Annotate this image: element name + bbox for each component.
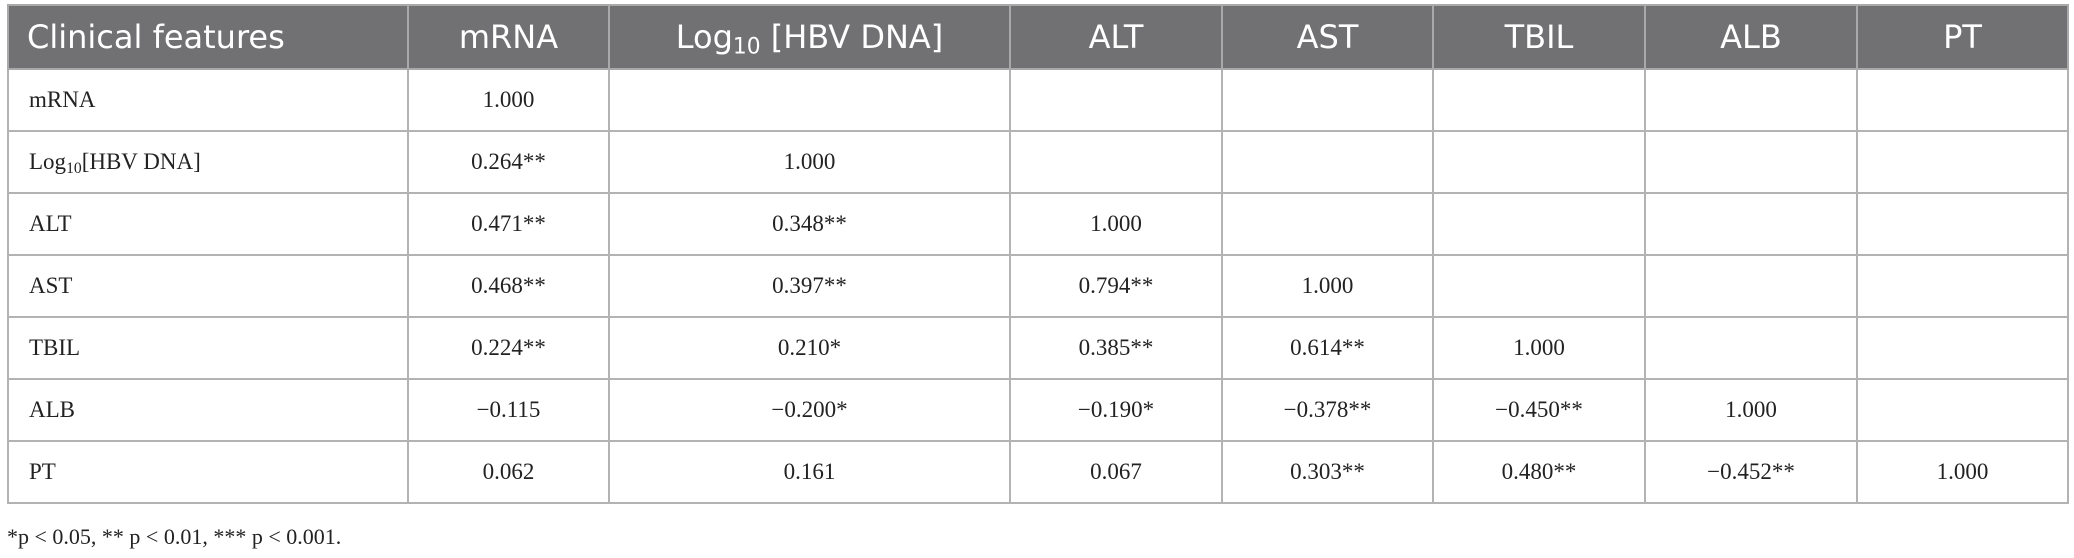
text-subscript: 10 <box>732 34 761 60</box>
text-base: Log <box>29 149 67 174</box>
table-cell <box>1644 254 1858 318</box>
table-cell: 0.471** <box>407 192 610 256</box>
table-cell: 0.062 <box>407 440 610 504</box>
table-cell <box>1432 130 1646 194</box>
table-cell: −0.378** <box>1221 378 1434 442</box>
table-cell <box>1221 192 1434 256</box>
table-body: mRNA 1.000 Log10[HBV DNA] 0.264** 1.000 ALT 0.… <box>7 68 2069 504</box>
table-cell: 0.264** <box>407 130 610 194</box>
table-row: ALB −0.115 −0.200* −0.190* −0.378** −0.450** 1… <box>7 378 2069 442</box>
table-row: PT 0.062 0.161 0.067 0.303** 0.480** −0.452** 1… <box>7 440 2069 504</box>
table-row: Log10[HBV DNA] 0.264** 1.000 <box>7 130 2069 194</box>
table-cell: −0.452** <box>1644 440 1858 504</box>
table-cell <box>1432 192 1646 256</box>
table-cell: 1.000 <box>1009 192 1223 256</box>
column-header: mRNA <box>407 4 610 70</box>
table-cell <box>1009 130 1223 194</box>
table-cell: 0.385** <box>1009 316 1223 380</box>
column-header: ALB <box>1644 4 1858 70</box>
text-suffix: [HBV DNA] <box>81 149 201 174</box>
table-cell: −0.190* <box>1009 378 1223 442</box>
table-cell: 1.000 <box>1221 254 1434 318</box>
table-cell: 0.397** <box>608 254 1011 318</box>
row-label: ALT <box>7 192 409 256</box>
row-label: ALB <box>7 378 409 442</box>
table-cell <box>1856 192 2069 256</box>
table-cell <box>608 68 1011 132</box>
table-cell <box>1856 254 2069 318</box>
table-cell <box>1856 378 2069 442</box>
table-cell <box>1221 68 1434 132</box>
table-cell: 0.794** <box>1009 254 1223 318</box>
table-cell <box>1856 316 2069 380</box>
row-label: AST <box>7 254 409 318</box>
table-cell: 1.000 <box>608 130 1011 194</box>
table-cell <box>1432 68 1646 132</box>
text-base: Log <box>675 18 733 56</box>
text-suffix: [HBV DNA] <box>760 18 944 56</box>
table-cell: 0.224** <box>407 316 610 380</box>
table-cell: 1.000 <box>1644 378 1858 442</box>
table-cell <box>1009 68 1223 132</box>
table-cell <box>1432 254 1646 318</box>
column-header: Clinical features <box>7 4 409 70</box>
table-cell: 0.614** <box>1221 316 1434 380</box>
column-header: ALT <box>1009 4 1223 70</box>
column-header: AST <box>1221 4 1434 70</box>
table-cell <box>1221 130 1434 194</box>
table-cell <box>1644 130 1858 194</box>
table-cell: −0.200* <box>608 378 1011 442</box>
table-cell <box>1856 130 2069 194</box>
table-cell: 1.000 <box>1856 440 2069 504</box>
table-cell: 0.067 <box>1009 440 1223 504</box>
table-cell: −0.115 <box>407 378 610 442</box>
table-cell: 0.348** <box>608 192 1011 256</box>
text-subscript: 10 <box>66 159 82 177</box>
table-cell <box>1644 192 1858 256</box>
table-row: ALT 0.471** 0.348** 1.000 <box>7 192 2069 256</box>
table-cell: −0.450** <box>1432 378 1646 442</box>
table-row: TBIL 0.224** 0.210* 0.385** 0.614** 1.000 <box>7 316 2069 380</box>
table-cell <box>1644 68 1858 132</box>
footnote: *p < 0.05, ** p < 0.01, *** p < 0.001. <box>7 524 342 549</box>
row-label: mRNA <box>7 68 409 132</box>
column-header: TBIL <box>1432 4 1646 70</box>
correlation-table: Clinical features mRNA Log10 [HBV DNA] ALT A… <box>7 4 2069 504</box>
table-row: AST 0.468** 0.397** 0.794** 1.000 <box>7 254 2069 318</box>
table-cell: 1.000 <box>407 68 610 132</box>
table-cell: 0.210* <box>608 316 1011 380</box>
table-cell: 0.161 <box>608 440 1011 504</box>
table-cell: 0.480** <box>1432 440 1646 504</box>
header-row: Clinical features mRNA Log10 [HBV DNA] ALT A… <box>7 4 2069 70</box>
row-label: PT <box>7 440 409 504</box>
row-label: Log10[HBV DNA] <box>7 130 409 194</box>
table-row: mRNA 1.000 <box>7 68 2069 132</box>
column-header: Log10 [HBV DNA] <box>608 4 1011 70</box>
column-header: PT <box>1856 4 2069 70</box>
table-cell: 1.000 <box>1432 316 1646 380</box>
row-label: TBIL <box>7 316 409 380</box>
table-cell <box>1856 68 2069 132</box>
table-cell: 0.468** <box>407 254 610 318</box>
table-cell <box>1644 316 1858 380</box>
table-cell: 0.303** <box>1221 440 1434 504</box>
